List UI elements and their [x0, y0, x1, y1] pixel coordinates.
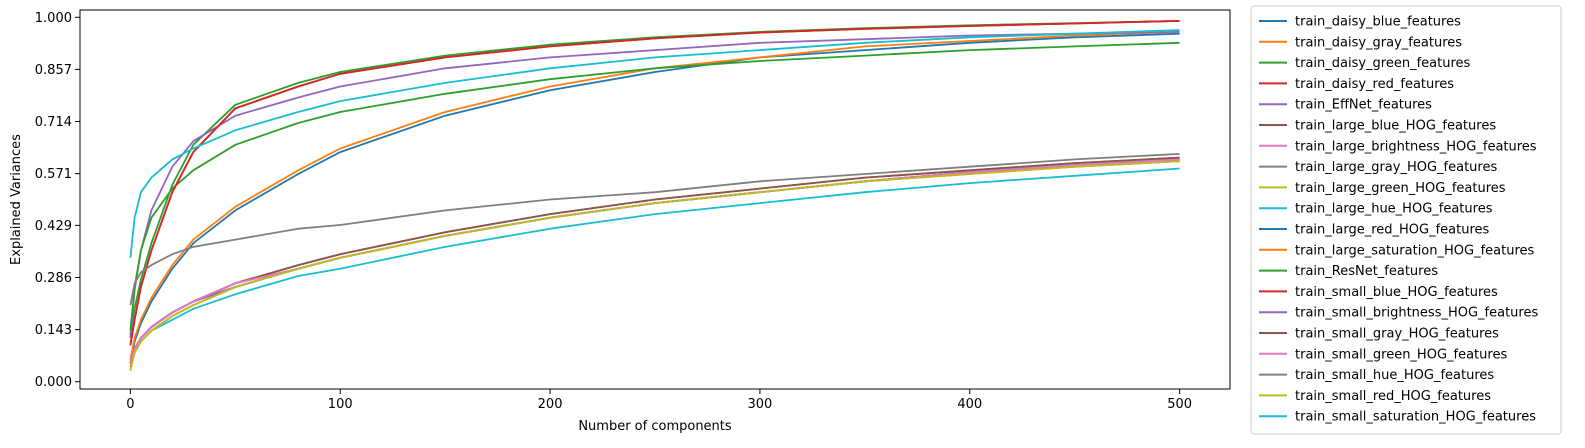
legend: train_daisy_blue_features train_daisy_gra…: [1250, 5, 1562, 435]
y-tick-label: 0.286: [35, 271, 72, 286]
series-line-2: [129, 31, 1180, 360]
series-line-15: [129, 158, 1180, 364]
y-tick-label: 0.143: [35, 323, 72, 338]
legend-label: train_small_gray_HOG_features: [1295, 327, 1499, 342]
series-line-4: [129, 20, 1180, 346]
x-axis-label: Number of components: [578, 419, 732, 434]
legend-label: train_large_brightness_HOG_features: [1295, 139, 1537, 154]
x-axis: 0 100 200 300 400 500: [126, 389, 1192, 412]
series-line-18: [129, 153, 1180, 306]
y-axis-label: Explained Variances: [9, 134, 24, 265]
series-line-13: [129, 41, 1180, 331]
y-tick-label: 1.000: [35, 11, 72, 26]
legend-label: train_small_red_HOG_features: [1295, 389, 1491, 404]
legend-label: train_ResNet_features: [1295, 264, 1438, 279]
y-axis: 0.000 0.143 0.286 0.429 0.571 0.714 0.857 1.000: [35, 11, 80, 390]
y-tick-label: 0.000: [35, 375, 72, 390]
y-tick-label: 0.714: [35, 115, 72, 130]
series-line-17: [129, 158, 1180, 364]
legend-label: train_daisy_gray_features: [1295, 35, 1462, 50]
series-line-16: [129, 156, 1180, 364]
legend-label: train_daisy_green_features: [1295, 56, 1471, 71]
legend-label: train_large_green_HOG_features: [1295, 181, 1506, 196]
plot-lines: [129, 20, 1180, 372]
legend-label: train_daisy_blue_features: [1295, 15, 1461, 30]
legend-label: train_daisy_red_features: [1295, 77, 1454, 92]
x-tick-label: 400: [957, 397, 982, 412]
series-line-6: [129, 156, 1180, 364]
legend-label: train_small_saturation_HOG_features: [1295, 410, 1536, 425]
x-tick-label: 300: [748, 397, 773, 412]
y-tick-label: 0.571: [35, 167, 72, 182]
x-tick-label: 0: [126, 397, 134, 412]
legend-frame: [1250, 5, 1562, 435]
x-tick-label: 500: [1167, 397, 1192, 412]
legend-label: train_small_green_HOG_features: [1295, 347, 1507, 362]
series-line-20: [129, 29, 1180, 258]
series-line-11: [129, 158, 1180, 364]
legend-label: train_small_brightness_HOG_features: [1295, 306, 1538, 321]
series-line-8: [129, 158, 1180, 364]
legend-label: train_large_gray_HOG_features: [1295, 160, 1497, 175]
legend-label: train_small_hue_HOG_features: [1295, 368, 1494, 383]
series-line-19: [129, 160, 1180, 372]
series-line-7: [129, 158, 1180, 364]
legend-label: train_large_hue_HOG_features: [1295, 202, 1493, 217]
x-tick-label: 100: [328, 397, 353, 412]
plot-frame: [79, 9, 1231, 390]
legend-label: train_EffNet_features: [1295, 98, 1432, 113]
y-tick-label: 0.857: [35, 63, 72, 78]
legend-label: train_large_blue_HOG_features: [1295, 119, 1496, 134]
legend-label: train_large_red_HOG_features: [1295, 223, 1490, 238]
series-line-1: [129, 32, 1180, 364]
series-line-5: [129, 31, 1180, 339]
legend-label: train_small_blue_HOG_features: [1295, 285, 1498, 300]
series-line-14: [129, 20, 1180, 346]
legend-label: train_large_saturation_HOG_features: [1295, 243, 1535, 258]
x-tick-label: 200: [538, 397, 563, 412]
y-tick-label: 0.429: [35, 219, 72, 234]
